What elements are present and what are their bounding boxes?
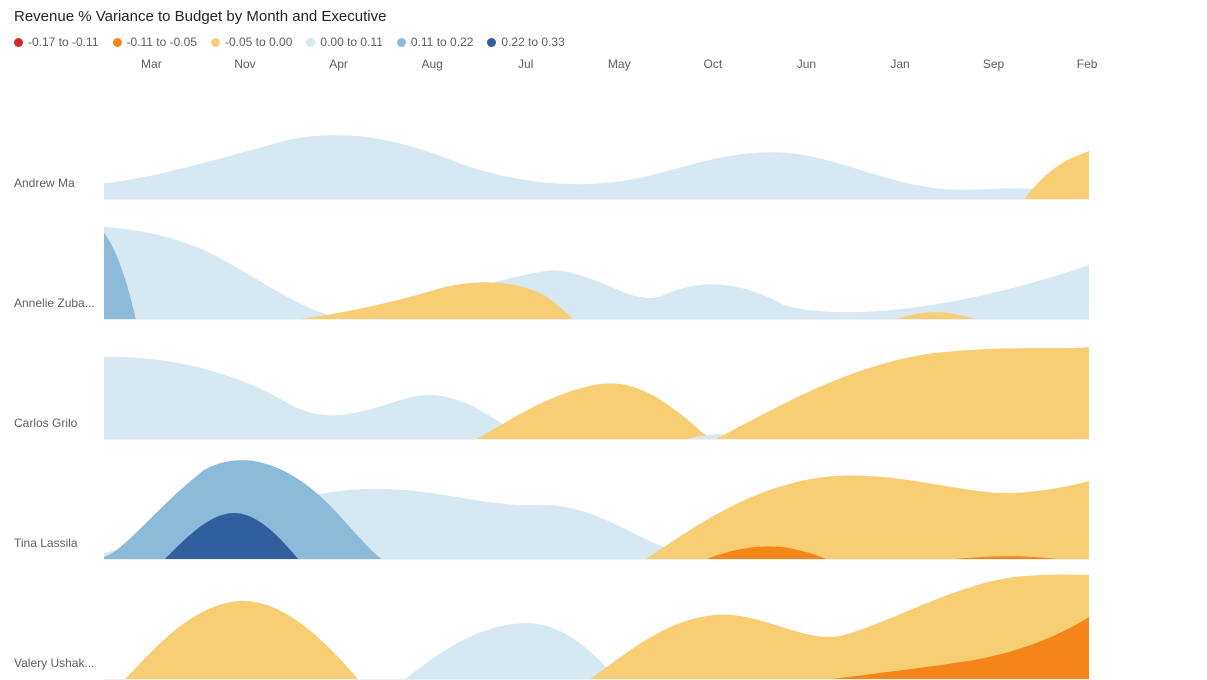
ridge-layer xyxy=(474,383,716,440)
ridge-row: Valery Ushak... xyxy=(0,565,1207,680)
legend-swatch xyxy=(211,38,220,47)
x-tick-label: Oct xyxy=(704,57,723,71)
ridge-plot[interactable] xyxy=(104,205,1089,320)
legend-item[interactable]: 0.00 to 0.11 xyxy=(306,35,383,49)
legend-swatch xyxy=(487,38,496,47)
ridge-layer xyxy=(644,475,1089,560)
row-baseline xyxy=(104,199,1089,200)
ridge-layer xyxy=(104,227,1089,320)
x-tick-label: Sep xyxy=(983,57,1004,71)
legend-label: -0.11 to -0.05 xyxy=(127,35,198,49)
x-tick-label: Jun xyxy=(797,57,816,71)
row-baseline xyxy=(104,439,1089,440)
ridge-layer xyxy=(124,601,359,680)
x-tick-label: Apr xyxy=(329,57,348,71)
ridge-layer xyxy=(1024,151,1089,200)
ridge-layer xyxy=(714,347,1089,440)
ridge-plot[interactable] xyxy=(104,565,1089,680)
legend: -0.17 to -0.11 -0.11 to -0.05 -0.05 to 0.0… xyxy=(0,29,1207,55)
legend-item[interactable]: 0.11 to 0.22 xyxy=(397,35,474,49)
legend-item[interactable]: -0.17 to -0.11 xyxy=(14,35,99,49)
ridge-plot[interactable] xyxy=(104,85,1089,200)
x-tick-label: Mar xyxy=(141,57,162,71)
x-tick-label: Aug xyxy=(421,57,442,71)
legend-item[interactable]: -0.05 to 0.00 xyxy=(211,35,292,49)
ridge-layer xyxy=(404,623,622,680)
legend-label: 0.22 to 0.33 xyxy=(501,35,564,49)
legend-swatch xyxy=(397,38,406,47)
chart-rows: Andrew Ma Annelie Zuba... Carlos Grilo Tina… xyxy=(0,85,1207,680)
row-baseline xyxy=(104,319,1089,320)
chart-title: Revenue % Variance to Budget by Month an… xyxy=(0,0,1207,29)
legend-label: 0.11 to 0.22 xyxy=(411,35,474,49)
row-baseline xyxy=(104,559,1089,560)
legend-swatch xyxy=(306,38,315,47)
legend-label: -0.05 to 0.00 xyxy=(225,35,292,49)
row-label: Tina Lassila xyxy=(0,536,104,560)
legend-item[interactable]: 0.22 to 0.33 xyxy=(487,35,564,49)
legend-label: 0.00 to 0.11 xyxy=(320,35,383,49)
ridge-row: Tina Lassila xyxy=(0,445,1207,560)
x-axis: Mar Nov Apr Aug Jul May Oct Jun Jan Sep Feb xyxy=(112,55,1097,75)
row-label: Valery Ushak... xyxy=(0,656,104,680)
x-tick-label: Nov xyxy=(234,57,255,71)
ridge-row: Annelie Zuba... xyxy=(0,205,1207,320)
ridge-plot[interactable] xyxy=(104,445,1089,560)
ridge-row: Carlos Grilo xyxy=(0,325,1207,440)
legend-item[interactable]: -0.11 to -0.05 xyxy=(113,35,198,49)
ridge-plot[interactable] xyxy=(104,325,1089,440)
x-tick-label: May xyxy=(608,57,631,71)
legend-label: -0.17 to -0.11 xyxy=(28,35,99,49)
x-tick-label: Jan xyxy=(890,57,909,71)
legend-swatch xyxy=(113,38,122,47)
x-tick-label: Jul xyxy=(518,57,533,71)
ridge-layer xyxy=(104,357,529,440)
x-tick-label: Feb xyxy=(1077,57,1098,71)
ridge-layer xyxy=(104,135,1049,200)
row-label: Annelie Zuba... xyxy=(0,296,104,320)
legend-swatch xyxy=(14,38,23,47)
row-label: Carlos Grilo xyxy=(0,416,104,440)
row-label: Andrew Ma xyxy=(0,176,104,200)
ridge-row: Andrew Ma xyxy=(0,85,1207,200)
